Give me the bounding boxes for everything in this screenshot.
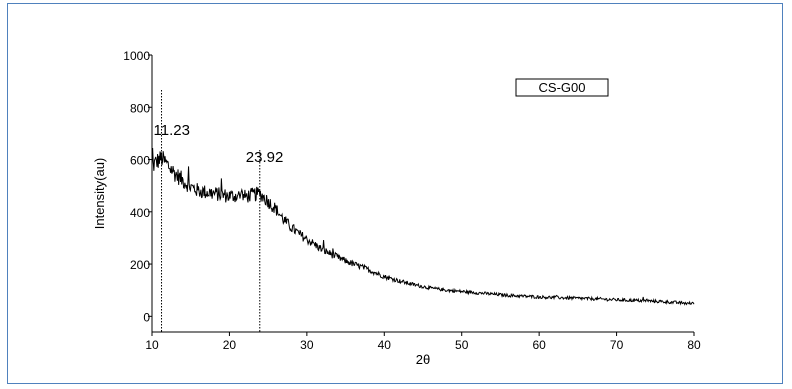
y-tick-label: 400 xyxy=(130,206,150,220)
y-tick-label: 1000 xyxy=(123,49,150,63)
y-tick-label: 0 xyxy=(143,310,150,324)
x-tick-label: 80 xyxy=(687,338,701,352)
x-tick-label: 60 xyxy=(532,338,546,352)
peak-markers: 11.23 23.92 xyxy=(154,90,284,332)
legend-box xyxy=(515,78,609,97)
x-axis-title: 2θ xyxy=(416,352,430,367)
peak-label: 11.23 xyxy=(154,122,190,139)
y-ticks: 0 200 400 600 800 1000 xyxy=(123,49,152,324)
x-tick-label: 20 xyxy=(223,338,237,352)
xrd-chart: 10 20 30 40 50 60 70 80 0 200 400 600 800 1000 11.23… xyxy=(92,49,701,367)
peak-label: 23.92 xyxy=(246,149,284,166)
x-ticks: 10 20 30 40 50 60 70 80 xyxy=(145,332,701,352)
legend-label: CS-G00 xyxy=(539,80,586,95)
x-tick-label: 40 xyxy=(378,338,392,352)
chart-frame: 10 20 30 40 50 60 70 80 0 200 400 600 800 1000 11.23… xyxy=(7,3,783,384)
series-line-cs-g00 xyxy=(151,147,695,306)
x-tick-label: 30 xyxy=(300,338,314,352)
x-tick-label: 50 xyxy=(455,338,469,352)
x-tick-label: 70 xyxy=(610,338,624,352)
y-tick-label: 800 xyxy=(130,101,150,115)
y-tick-label: 200 xyxy=(130,258,150,272)
x-tick-label: 10 xyxy=(145,338,159,352)
y-tick-label: 600 xyxy=(130,154,150,168)
axes xyxy=(151,55,694,333)
y-axis-title: Intensity(au) xyxy=(92,158,107,230)
legend: CS-G00 xyxy=(515,78,609,97)
